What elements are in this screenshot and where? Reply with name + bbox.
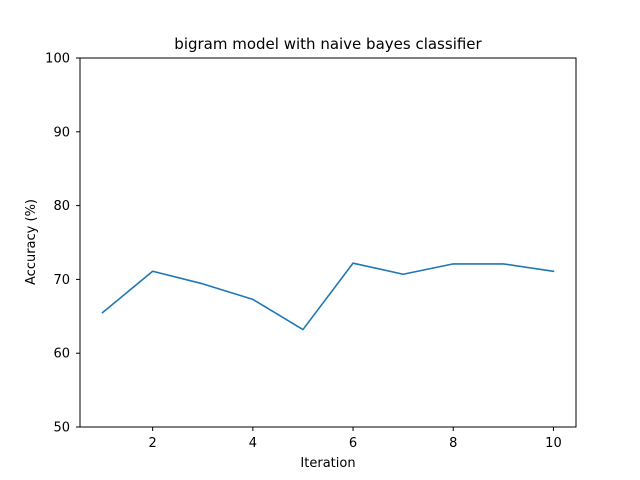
accuracy-series-line [101, 262, 555, 331]
y-tick-label: 60 [53, 347, 70, 362]
y-axis-label: Accuracy (%) [24, 199, 39, 285]
y-tick-label: 70 [53, 273, 70, 288]
y-axis-ticks: 50 60 70 80 90 100 [45, 52, 80, 436]
y-tick-label: 80 [53, 199, 70, 214]
x-tick-label: 10 [545, 436, 562, 451]
y-tick-label: 50 [53, 421, 70, 436]
y-tick-label: 100 [45, 52, 70, 67]
chart-title: bigram model with naive bayes classifier [174, 35, 482, 53]
x-axis-ticks: 2 4 6 8 10 [149, 427, 562, 451]
y-tick-label: 90 [53, 125, 70, 140]
x-tick-label: 8 [449, 436, 457, 451]
x-tick-label: 2 [149, 436, 157, 451]
plot-area [80, 58, 576, 427]
x-tick-label: 4 [249, 436, 257, 451]
x-tick-label: 6 [349, 436, 357, 451]
plot-frame [79, 57, 577, 428]
x-axis-label: Iteration [300, 456, 355, 471]
